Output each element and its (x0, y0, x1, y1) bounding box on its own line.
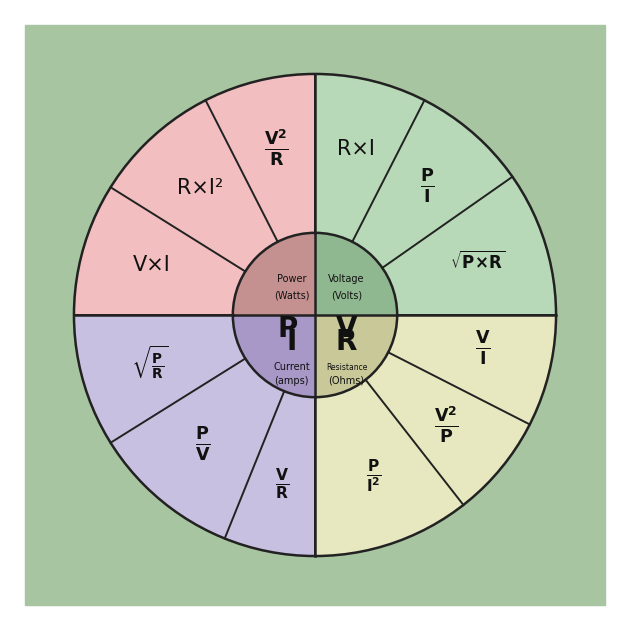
Text: Voltage: Voltage (328, 275, 365, 284)
Text: $\mathbf{\frac{V}{R}}$: $\mathbf{\frac{V}{R}}$ (275, 466, 289, 500)
Text: Resistance: Resistance (326, 362, 367, 372)
Polygon shape (111, 358, 284, 539)
Polygon shape (225, 391, 315, 556)
Polygon shape (315, 74, 425, 242)
Text: $\mathbf{\frac{V^2}{R}}$: $\mathbf{\frac{V^2}{R}}$ (264, 128, 289, 168)
Text: I: I (287, 328, 297, 357)
Text: (Volts): (Volts) (331, 291, 362, 301)
Polygon shape (388, 315, 556, 425)
Polygon shape (233, 315, 315, 397)
Polygon shape (74, 187, 245, 315)
Polygon shape (315, 315, 397, 397)
Circle shape (74, 74, 556, 556)
Text: V×I: V×I (132, 255, 170, 275)
Polygon shape (382, 177, 556, 315)
Polygon shape (315, 380, 464, 556)
Text: R: R (336, 328, 357, 357)
Polygon shape (74, 315, 245, 443)
Text: $\mathbf{\sqrt{P\!\times\!R}}$: $\mathbf{\sqrt{P\!\times\!R}}$ (450, 251, 506, 273)
Text: $\mathbf{\frac{V}{I}}$: $\mathbf{\frac{V}{I}}$ (475, 329, 491, 367)
Text: V: V (336, 315, 357, 343)
Text: $\mathbf{\frac{P}{I^2}}$: $\mathbf{\frac{P}{I^2}}$ (365, 457, 382, 495)
Text: $\mathbf{\frac{V^2}{P}}$: $\mathbf{\frac{V^2}{P}}$ (434, 405, 459, 445)
Polygon shape (365, 352, 530, 505)
Text: $\mathbf{\frac{P}{V}}$: $\mathbf{\frac{P}{V}}$ (195, 425, 210, 463)
Text: R×I²: R×I² (177, 178, 224, 198)
Polygon shape (205, 74, 315, 242)
Text: $\mathbf{\sqrt{\frac{P}{R}}}$: $\mathbf{\sqrt{\frac{P}{R}}}$ (132, 343, 169, 381)
Text: P: P (277, 315, 298, 343)
Polygon shape (111, 100, 278, 272)
Text: (Watts): (Watts) (274, 291, 309, 301)
Text: $\mathbf{\frac{P}{I}}$: $\mathbf{\frac{P}{I}}$ (420, 167, 435, 205)
Polygon shape (233, 233, 315, 315)
Text: (amps): (amps) (275, 375, 309, 386)
Polygon shape (352, 100, 512, 268)
Text: Power: Power (277, 275, 306, 284)
Polygon shape (315, 233, 397, 315)
Text: Current: Current (273, 362, 310, 372)
Text: R×I: R×I (338, 139, 375, 159)
Text: (Ohms): (Ohms) (328, 375, 365, 386)
